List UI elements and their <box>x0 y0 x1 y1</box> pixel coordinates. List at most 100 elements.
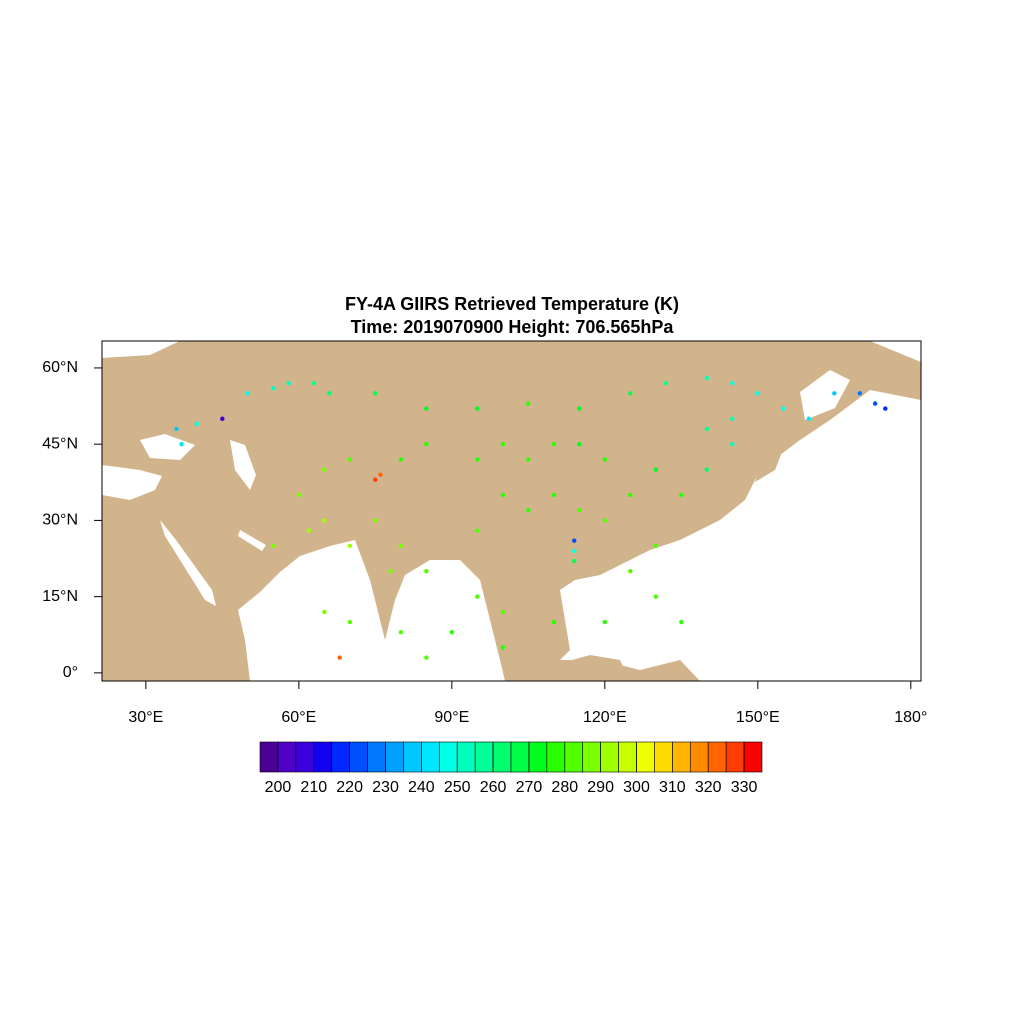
y-tick-label: 0° <box>63 664 78 681</box>
observation-point <box>322 609 327 615</box>
pacific-ocean <box>560 390 921 681</box>
mediterranean-sea <box>102 465 162 500</box>
observation-point <box>730 380 735 386</box>
observation-point <box>572 538 577 543</box>
observation-point <box>857 391 863 396</box>
colorbar-box <box>600 741 619 773</box>
observation-point <box>271 386 276 391</box>
observation-point <box>572 558 577 564</box>
x-tick-label: 180° <box>894 709 927 726</box>
observation-point <box>755 391 761 396</box>
colorbar-box <box>385 741 404 773</box>
black-sea <box>140 434 195 460</box>
colorbar-tick-label: 250 <box>444 779 471 796</box>
colorbar-box <box>707 741 727 773</box>
observation-point <box>704 375 710 381</box>
colorbar-tick-label: 260 <box>480 779 507 796</box>
y-tick-label: 45°N <box>42 435 78 452</box>
observation-point <box>449 630 455 635</box>
observation-point <box>500 609 506 615</box>
y-tick-label: 30°N <box>42 512 78 529</box>
observation-point <box>475 406 480 411</box>
red-sea <box>160 520 216 606</box>
colorbar-tick-label: 240 <box>408 779 435 796</box>
observation-point <box>628 391 633 396</box>
observation-point <box>424 569 429 574</box>
observation-point <box>475 457 480 462</box>
colorbar-box <box>564 741 584 773</box>
observation-point <box>347 619 353 625</box>
colorbar-tick-label: 320 <box>695 779 722 796</box>
observation-point <box>194 421 200 427</box>
observation-point <box>500 645 506 650</box>
observation-point <box>806 416 812 421</box>
observation-point <box>526 401 531 406</box>
observation-point <box>424 406 429 411</box>
observation-point <box>373 391 378 396</box>
indian-ocean <box>238 540 505 681</box>
bering-sea <box>870 341 921 362</box>
colorbar-box <box>618 741 637 773</box>
japan <box>755 405 802 482</box>
observation-point <box>398 630 404 635</box>
map-frame <box>101 340 922 682</box>
observation-point <box>500 441 506 447</box>
colorbar-box <box>403 741 422 773</box>
colorbar-tick-label: 270 <box>516 779 543 796</box>
y-tick-label: 60°N <box>42 359 78 376</box>
map-subtitle: Time: 2019070900 Height: 706.565hPa <box>351 317 675 337</box>
observation-point <box>628 492 633 498</box>
observation-point <box>179 441 184 447</box>
observation-point <box>577 508 582 513</box>
colorbar-box <box>582 741 601 773</box>
observation-point <box>602 619 608 625</box>
observation-point <box>679 619 684 625</box>
observation-point <box>337 655 342 660</box>
colorbar-box <box>259 741 279 773</box>
observation-point <box>398 543 404 549</box>
observation-point <box>500 492 506 498</box>
x-tick-label: 60°E <box>281 709 316 726</box>
observation-point <box>475 528 480 533</box>
observation-point <box>730 416 735 421</box>
observation-point <box>872 401 878 406</box>
observation-point <box>373 477 378 482</box>
observation-point <box>322 518 327 523</box>
observation-point <box>286 380 291 386</box>
colorbar-box <box>510 741 530 773</box>
colorbar-box <box>672 741 691 773</box>
colorbar-box <box>654 741 673 773</box>
observation-point <box>551 619 557 625</box>
observation-point <box>424 655 429 660</box>
colorbar-tick-label: 230 <box>372 779 399 796</box>
observation-point <box>526 508 531 513</box>
map-area <box>101 340 922 682</box>
observation-point <box>832 391 837 396</box>
observation-point <box>311 380 317 386</box>
observation-point <box>577 406 582 411</box>
colorbar-box <box>636 741 655 773</box>
observation-point <box>781 406 786 411</box>
colorbar-box <box>331 741 350 773</box>
observation-point <box>602 457 608 462</box>
colorbar-box <box>689 741 709 773</box>
observation-point <box>220 416 225 421</box>
observation-point <box>271 543 276 549</box>
observation-point <box>347 543 353 549</box>
colorbar-box <box>474 741 494 773</box>
colorbar-tick-label: 290 <box>587 779 614 796</box>
colorbar-box <box>277 741 297 773</box>
observation-point <box>398 457 404 462</box>
colorbar-box <box>743 741 763 773</box>
colorbar-box <box>367 741 386 773</box>
observation-point <box>679 492 684 498</box>
observation-point <box>577 441 582 447</box>
map-title: FY-4A GIIRS Retrieved Temperature (K) <box>345 294 679 314</box>
observation-point <box>475 594 480 599</box>
y-tick-label: 15°N <box>42 588 78 605</box>
colorbar-box <box>492 741 512 773</box>
borneo <box>560 655 630 681</box>
colorbar-tick-label: 330 <box>731 779 758 796</box>
observation-point <box>373 518 378 523</box>
